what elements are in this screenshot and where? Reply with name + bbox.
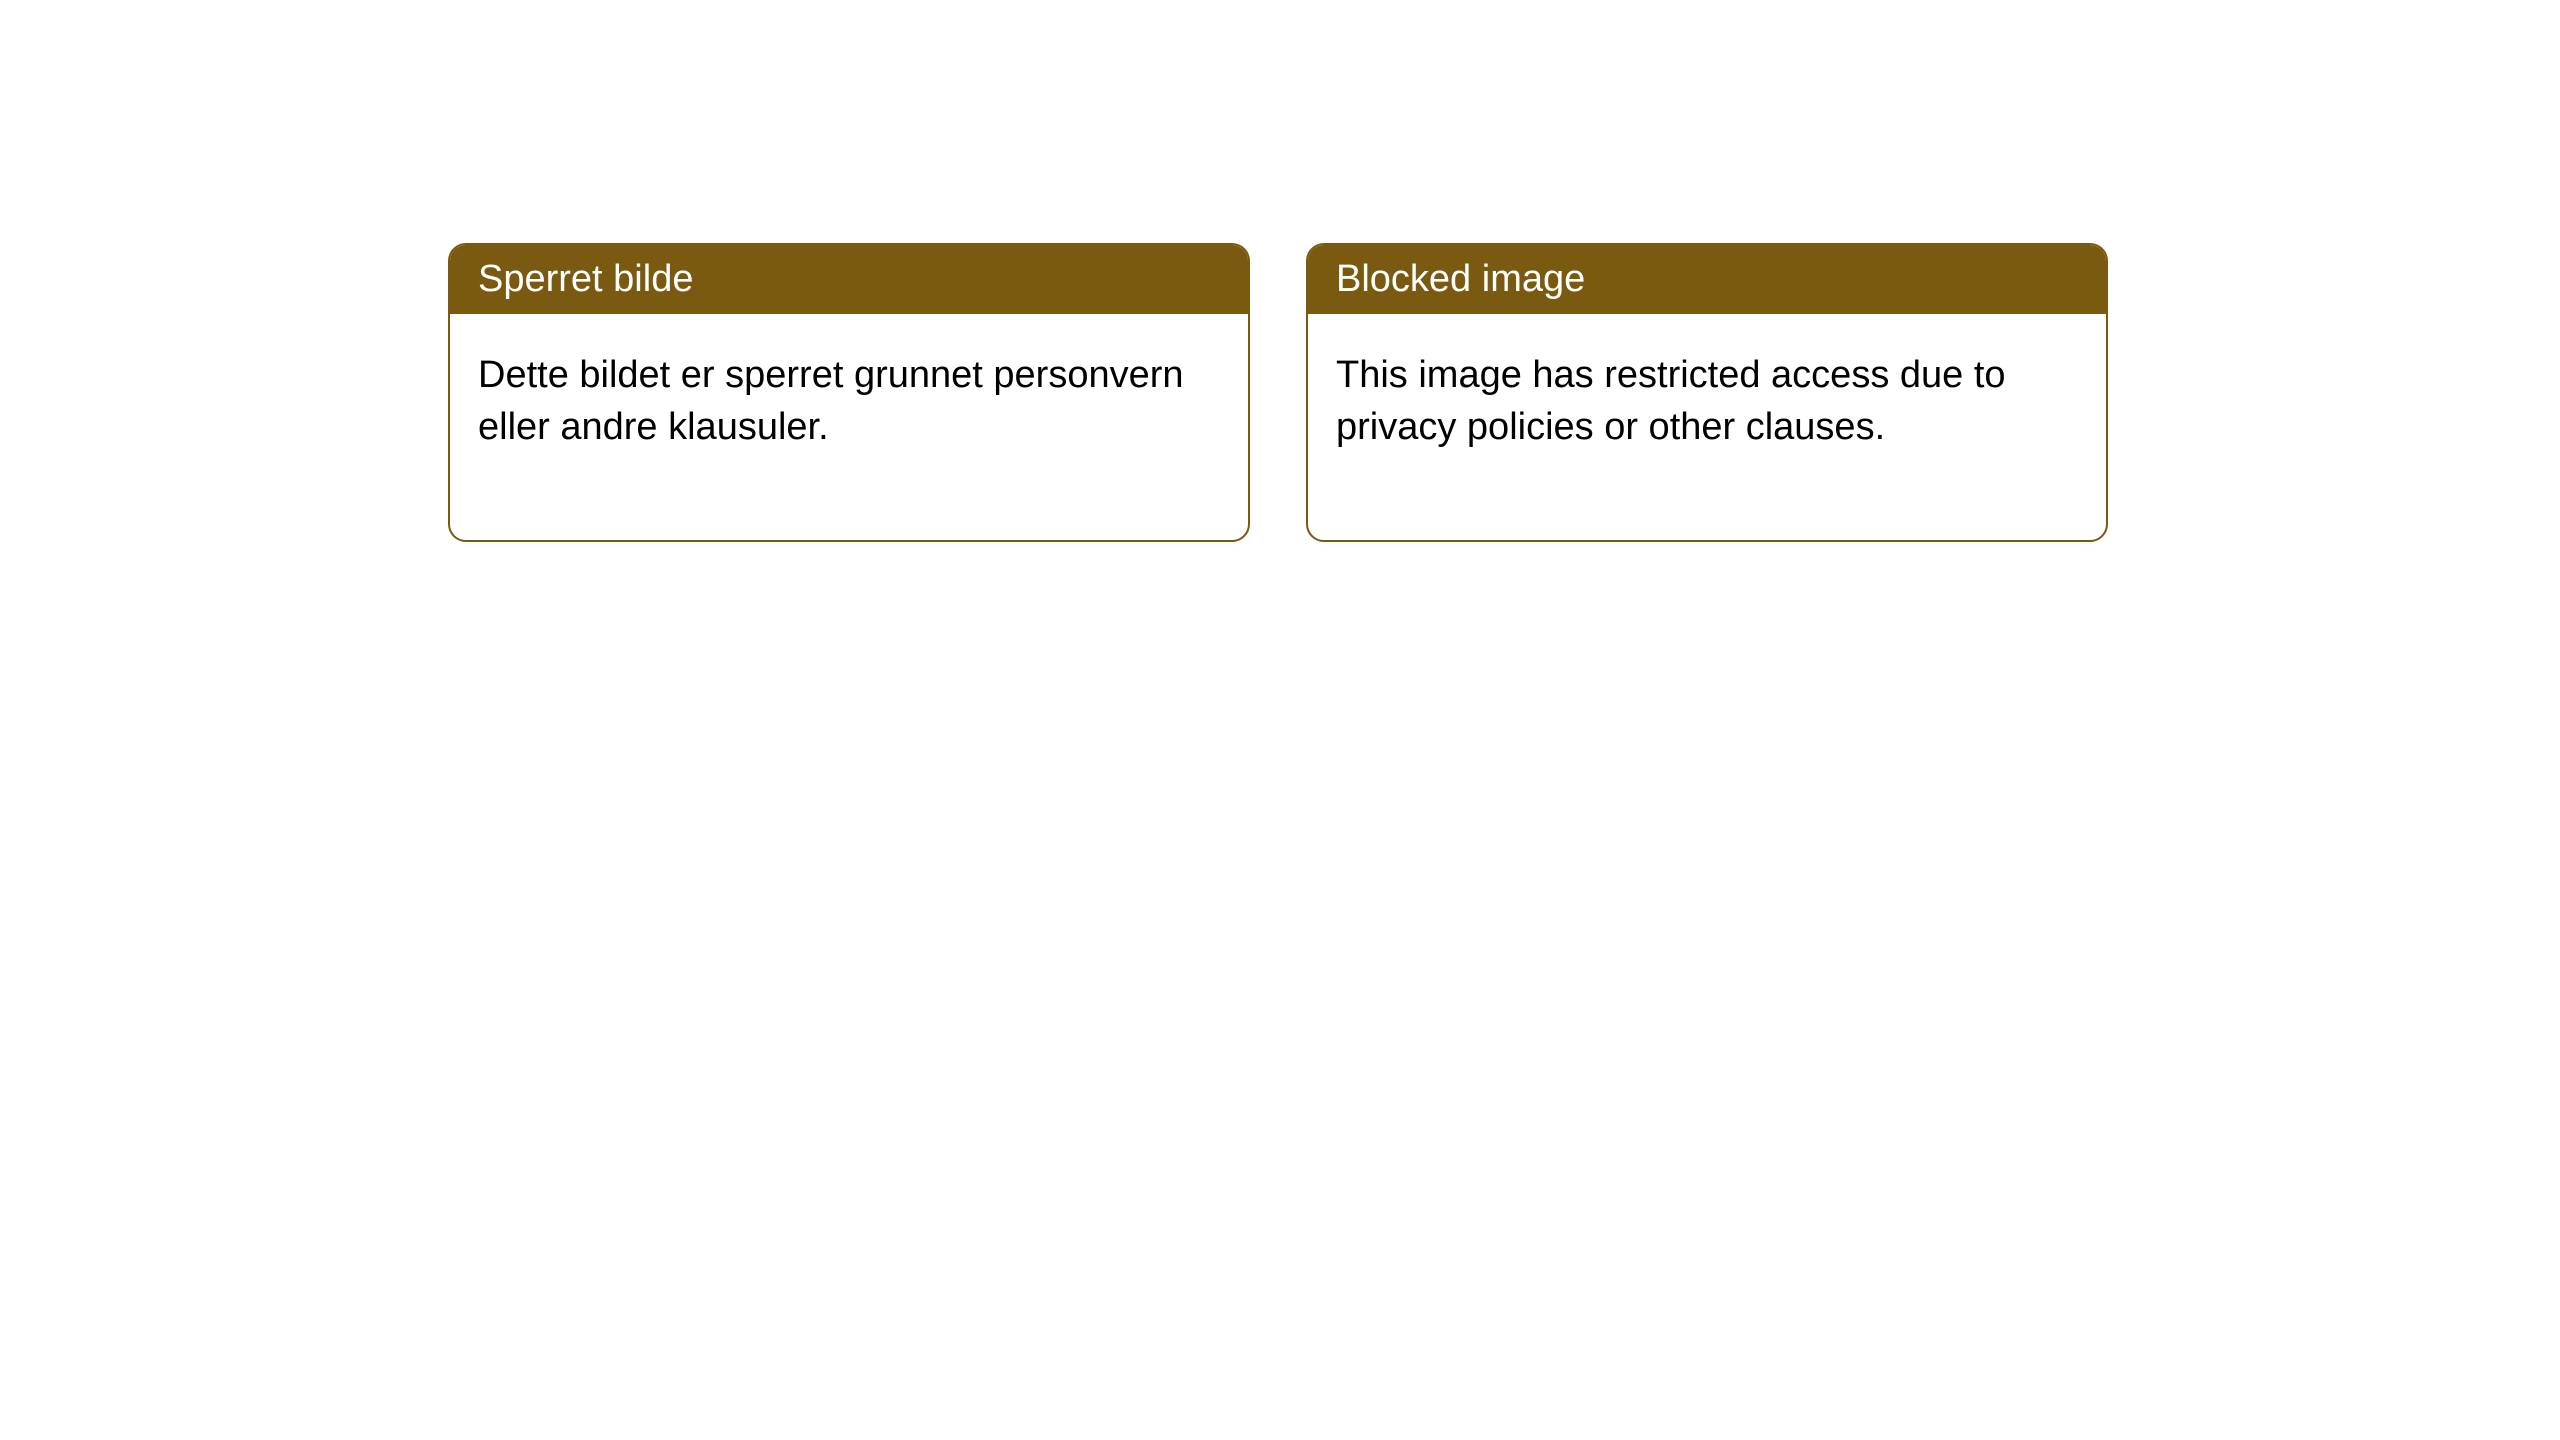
notice-body: Dette bildet er sperret grunnet personve…	[450, 314, 1248, 540]
notice-header: Sperret bilde	[450, 245, 1248, 314]
notice-card-norwegian: Sperret bilde Dette bildet er sperret gr…	[448, 243, 1250, 542]
notice-body: This image has restricted access due to …	[1308, 314, 2106, 540]
notice-card-english: Blocked image This image has restricted …	[1306, 243, 2108, 542]
notice-header: Blocked image	[1308, 245, 2106, 314]
notice-container: Sperret bilde Dette bildet er sperret gr…	[0, 0, 2560, 542]
